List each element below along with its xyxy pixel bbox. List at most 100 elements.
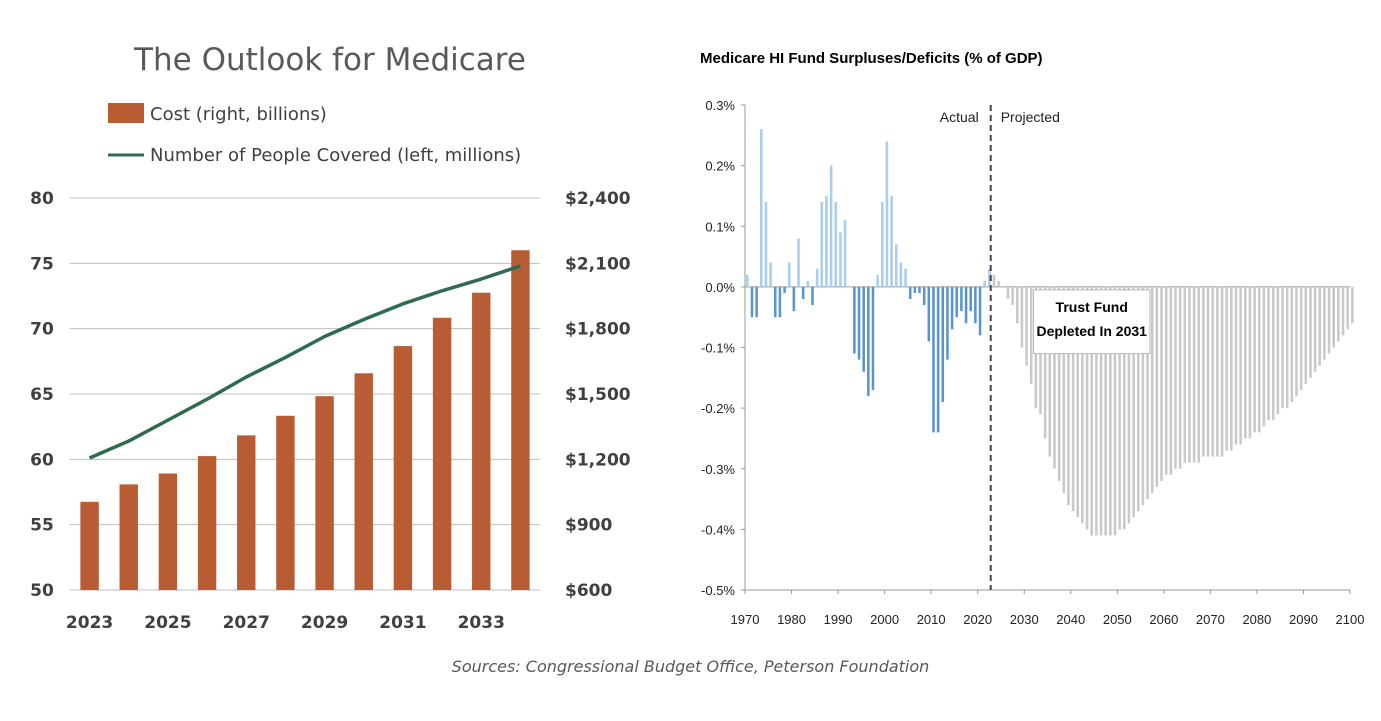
right-x-tick-label: 2020: [963, 612, 992, 627]
projected-bar-2096: [1332, 286, 1335, 348]
actual-bar-1993: [853, 286, 856, 354]
actual-bar-1979: [787, 262, 791, 287]
projected-bar-2085: [1281, 286, 1284, 409]
projected-bar-2060: [1164, 286, 1168, 475]
right-x-tick-label: 2080: [1242, 612, 1271, 627]
actual-bar-1975: [769, 262, 772, 287]
actual-bar-1976: [773, 286, 777, 318]
left-y-tick-label: 60: [30, 450, 54, 470]
projected-bar-2052: [1127, 286, 1131, 524]
projected-bar-2049: [1113, 286, 1117, 536]
x-tick-label: 2033: [458, 613, 505, 633]
left-gridlines: [70, 197, 540, 591]
projected-bar-2083: [1271, 286, 1275, 421]
projected-bar-2026: [1006, 286, 1010, 299]
left-y-tick-label: 75: [30, 254, 54, 274]
projected-bar-2086: [1285, 286, 1289, 409]
projected-bar-2073: [1225, 286, 1228, 451]
projected-bar-2094: [1323, 286, 1326, 360]
right-y-tick-label: 0.0%: [705, 280, 735, 295]
projected-bar-2037: [1057, 286, 1061, 481]
actual-bar-2022: [988, 268, 991, 287]
cost-bar-2026: [197, 456, 217, 590]
actual-bar-1972: [755, 286, 758, 318]
actual-bar-2014: [950, 286, 954, 330]
projected-bar-2057: [1150, 286, 1154, 493]
cost-bar-2025: [158, 473, 178, 590]
projected-bar-2077: [1244, 286, 1247, 439]
actual-bar-1983: [806, 280, 810, 287]
projected-bar-2099: [1346, 286, 1349, 330]
right-x-tick-label: 2100: [1336, 612, 1365, 627]
left-x-axis: 2023 2025 2027 2029 2031 2033: [66, 613, 505, 633]
right-x-tick-label: 2030: [1010, 612, 1039, 627]
x-tick-label: 2031: [379, 613, 426, 633]
projected-bar-2025: [1002, 286, 1005, 288]
actual-bar-2013: [946, 286, 949, 360]
projected-bar-2069: [1206, 286, 1210, 457]
cost-bar-2029: [315, 396, 334, 590]
projected-bar-2053: [1132, 286, 1135, 518]
projected-bar-2095: [1327, 286, 1331, 354]
actual-bar-1970: [746, 274, 749, 287]
right-x-tick-label: 2060: [1149, 612, 1178, 627]
projected-bar-2089: [1299, 286, 1303, 390]
projected-bar-2062: [1174, 286, 1177, 469]
projected-bar-2044: [1090, 286, 1093, 536]
cost-bar-2034: [511, 250, 530, 590]
cost-bar-2024: [119, 484, 138, 590]
projected-bar-2048: [1109, 286, 1112, 536]
actual-bar-1973: [760, 129, 763, 287]
actual-bar-2007: [918, 286, 921, 293]
actual-bar-1985: [815, 268, 819, 287]
callout-box: [1033, 289, 1151, 355]
projected-bar-2071: [1216, 286, 1219, 457]
right-x-tick-label: 1970: [731, 612, 760, 627]
actual-bar-2002: [894, 244, 898, 287]
projected-label: Projected: [1001, 109, 1060, 125]
projected-bar-2040: [1071, 286, 1075, 512]
projected-bar-2093: [1318, 286, 1322, 366]
left-y-tick-label: 70: [30, 320, 54, 340]
right-y-tick-label: -0.3%: [701, 462, 735, 477]
projected-bar-2028: [1015, 286, 1019, 324]
projected-bar-2090: [1304, 286, 1308, 384]
cost-bar-2032: [432, 317, 452, 590]
projected-bar-2065: [1188, 286, 1191, 463]
actual-bar-1998: [876, 274, 879, 287]
projected-bar-2076: [1239, 286, 1242, 445]
right-y-tick-label: $900: [565, 516, 612, 536]
actual-bar-1980: [792, 286, 796, 312]
actual-bar-2016: [960, 286, 963, 312]
projected-bar-2072: [1220, 286, 1224, 457]
hi-fund-chart: Medicare HI Fund Surpluses/Deficits (% o…: [700, 50, 1365, 627]
right-y-tick-label: $1,200: [565, 450, 631, 470]
projected-bar-2050: [1118, 286, 1121, 530]
actual-bar-2001: [890, 195, 893, 287]
right-y-tick-label: 0.2%: [705, 159, 735, 174]
left-y-tick-label: 80: [30, 189, 54, 209]
projected-bar-2035: [1048, 286, 1052, 457]
actual-bar-1996: [867, 286, 870, 396]
projected-bar-2023: [992, 274, 996, 287]
right-y-tick-label: 0.3%: [705, 98, 735, 113]
actual-bar-1995: [862, 286, 865, 372]
projected-bar-2027: [1011, 286, 1014, 306]
projected-bar-2064: [1183, 286, 1187, 463]
actual-bar-1984: [811, 286, 814, 306]
right-x-tick-label: 2070: [1196, 612, 1225, 627]
actual-bar-1978: [783, 286, 786, 293]
actual-bar-2009: [927, 286, 931, 342]
actual-bar-2004: [904, 268, 907, 287]
actual-bar-2011: [936, 286, 940, 433]
projected-bar-2051: [1123, 286, 1126, 530]
projected-bar-2059: [1160, 286, 1163, 481]
actual-bar-1989: [834, 202, 838, 287]
projected-bar-2084: [1276, 286, 1280, 415]
actual-bar-1986: [820, 202, 824, 287]
left-y-tick-label: 65: [30, 385, 54, 405]
projected-bar-2078: [1248, 286, 1252, 439]
right-x-tick-label: 2050: [1103, 612, 1132, 627]
callout-line-2: Depleted In 2031: [1036, 323, 1147, 339]
projected-bar-2047: [1104, 286, 1107, 536]
